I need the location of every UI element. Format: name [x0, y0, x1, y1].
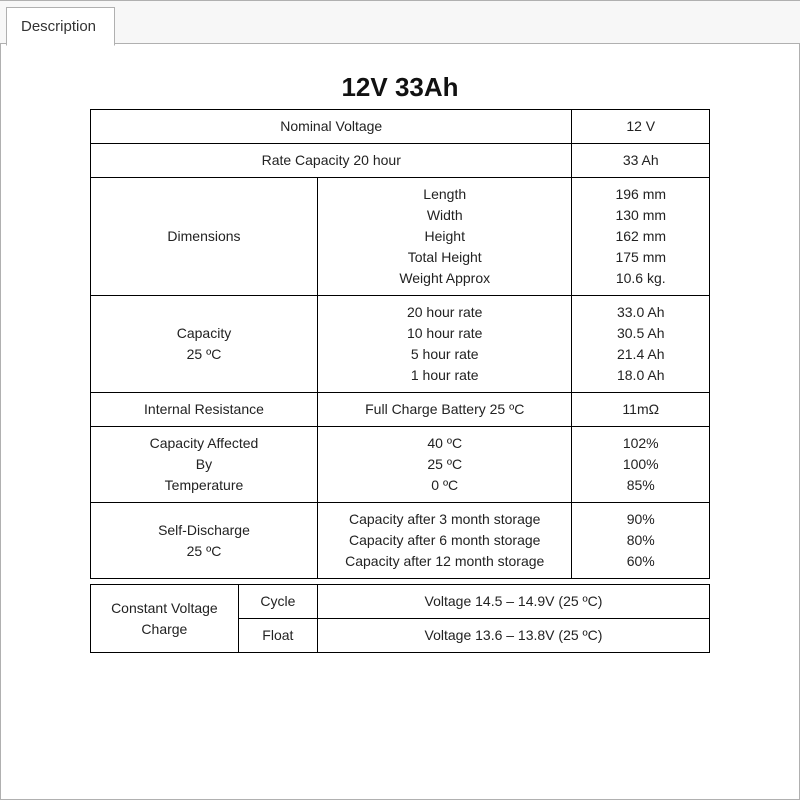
table-row: Capacity25 ºC 20 hour rate10 hour rate5 …: [91, 296, 710, 393]
cell-label: Rate Capacity 20 hour: [91, 144, 572, 178]
cell-label: Capacity25 ºC: [91, 296, 318, 393]
cell-value: 196 mm130 mm162 mm175 mm10.6 kg.: [572, 178, 710, 296]
cell-param: LengthWidthHeightTotal HeightWeight Appr…: [317, 178, 572, 296]
cell-value: 102%100%85%: [572, 427, 710, 503]
cell-value: 33 Ah: [572, 144, 710, 178]
cell-param: 40 ºC25 ºC0 ºC: [317, 427, 572, 503]
cell-label: Constant VoltageCharge: [91, 585, 239, 653]
content-panel: 12V 33Ah Nominal Voltage 12 V Rate Capac…: [0, 44, 800, 800]
table-row: Rate Capacity 20 hour 33 Ah: [91, 144, 710, 178]
cell-sublabel: Float: [238, 619, 317, 653]
table-row: Internal Resistance Full Charge Battery …: [91, 393, 710, 427]
table-row: Capacity AffectedByTemperature 40 ºC25 º…: [91, 427, 710, 503]
cell-value: 11mΩ: [572, 393, 710, 427]
cell-param: Full Charge Battery 25 ºC: [317, 393, 572, 427]
tab-bar: Description: [0, 0, 800, 44]
cell-param: Capacity after 3 month storageCapacity a…: [317, 503, 572, 579]
cell-label: Dimensions: [91, 178, 318, 296]
cell-value: 33.0 Ah30.5 Ah21.4 Ah18.0 Ah: [572, 296, 710, 393]
table-row: Self-Discharge25 ºC Capacity after 3 mon…: [91, 503, 710, 579]
spec-table: Nominal Voltage 12 V Rate Capacity 20 ho…: [90, 109, 710, 653]
cell-value: 90%80%60%: [572, 503, 710, 579]
cell-value: 12 V: [572, 110, 710, 144]
cell-label: Capacity AffectedByTemperature: [91, 427, 318, 503]
table-row: Constant VoltageCharge Cycle Voltage 14.…: [91, 585, 710, 619]
cell-value: Voltage 14.5 – 14.9V (25 ºC): [317, 585, 709, 619]
cell-label: Nominal Voltage: [91, 110, 572, 144]
table-row: Nominal Voltage 12 V: [91, 110, 710, 144]
cell-sublabel: Cycle: [238, 585, 317, 619]
cell-label: Internal Resistance: [91, 393, 318, 427]
page-title: 12V 33Ah: [41, 72, 759, 103]
tab-description[interactable]: Description: [6, 7, 115, 46]
cell-param: 20 hour rate10 hour rate5 hour rate1 hou…: [317, 296, 572, 393]
cell-label: Self-Discharge25 ºC: [91, 503, 318, 579]
cell-value: Voltage 13.6 – 13.8V (25 ºC): [317, 619, 709, 653]
table-row: Dimensions LengthWidthHeightTotal Height…: [91, 178, 710, 296]
